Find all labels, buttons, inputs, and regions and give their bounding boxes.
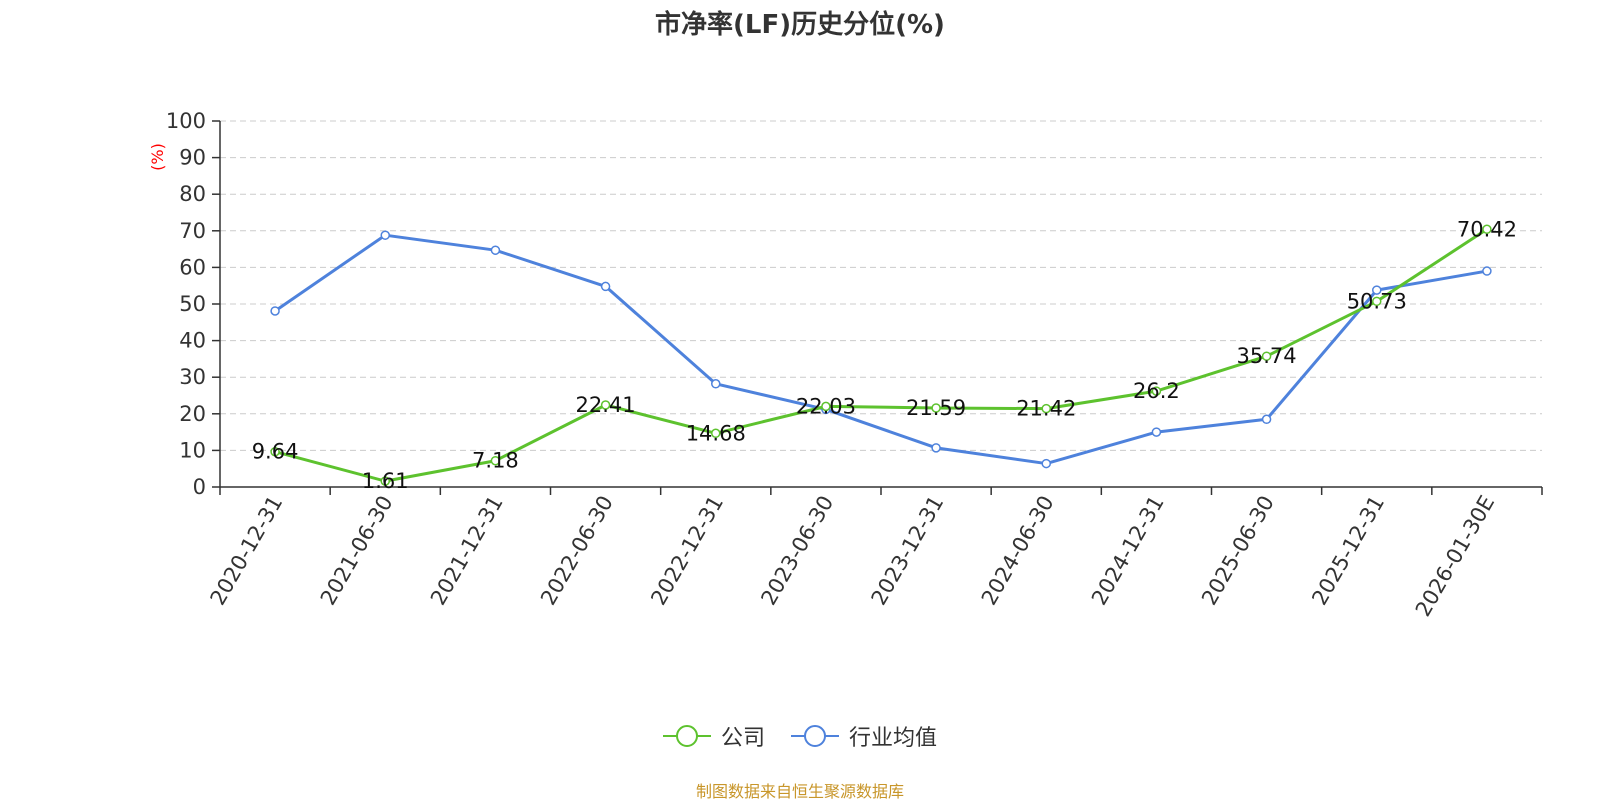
y-tick-label: 40 <box>179 329 206 353</box>
data-point-industry[interactable] <box>711 379 721 389</box>
data-label-company: 35.74 <box>1237 344 1297 368</box>
data-label-company: 14.68 <box>686 421 746 445</box>
data-label-company: 26.2 <box>1133 379 1180 403</box>
x-tick-label: 2024-12-31 <box>1087 492 1169 610</box>
data-label-company: 7.18 <box>472 449 519 473</box>
source-note: 制图数据来自恒生聚源数据库 <box>695 782 904 801</box>
x-tick-label: 2025-06-30 <box>1197 492 1279 610</box>
data-point-industry[interactable] <box>270 306 280 316</box>
x-tick-label: 2022-12-31 <box>646 492 728 610</box>
series-line-industry <box>274 233 1488 466</box>
x-tick-label: 2020-12-31 <box>206 492 288 610</box>
data-point-company[interactable] <box>931 403 941 413</box>
legend-item-company[interactable]: 公司 <box>662 720 765 752</box>
data-label-company: 22.03 <box>796 394 856 418</box>
y-tick-label: 100 <box>166 109 206 133</box>
legend: 公司 行业均值 <box>0 720 1600 752</box>
legend-industry-marker-icon <box>791 725 839 747</box>
y-tick-label: 70 <box>179 219 206 243</box>
y-tick-label: 10 <box>179 438 206 462</box>
data-point-industry[interactable] <box>600 281 611 292</box>
x-tick-label: 2023-12-31 <box>867 492 949 610</box>
series-line-company <box>274 228 1488 483</box>
y-tick-label: 20 <box>179 402 206 426</box>
data-point-company[interactable] <box>1372 296 1382 307</box>
x-tick-label: 2023-06-30 <box>756 492 838 610</box>
data-point-industry[interactable] <box>490 245 501 255</box>
data-label-company: 70.42 <box>1457 217 1517 241</box>
y-tick-label: 80 <box>179 182 206 206</box>
y-tick-label: 30 <box>179 365 206 389</box>
y-tick-label: 90 <box>179 146 206 170</box>
data-point-industry[interactable] <box>1151 427 1162 437</box>
y-axis-label: (%) <box>148 143 167 171</box>
y-tick-label: 60 <box>179 255 206 279</box>
data-point-company[interactable] <box>1151 386 1162 396</box>
data-point-industry[interactable] <box>1372 285 1382 295</box>
data-label-company: 21.59 <box>906 396 966 420</box>
data-point-industry[interactable] <box>1261 414 1272 425</box>
data-point-company[interactable] <box>380 476 390 486</box>
x-tick-label: 2025-12-31 <box>1307 492 1389 610</box>
legend-label-industry: 行业均值 <box>849 726 938 751</box>
legend-label-company: 公司 <box>720 726 765 751</box>
data-point-company[interactable] <box>1261 351 1272 361</box>
data-point-company[interactable] <box>490 455 501 466</box>
data-point-company[interactable] <box>821 401 831 412</box>
x-tick-label: 2021-12-31 <box>426 492 508 610</box>
legend-company-marker-icon <box>662 725 711 747</box>
data-point-company[interactable] <box>711 428 721 439</box>
data-point-company[interactable] <box>270 446 280 457</box>
x-tick-label: 2024-06-30 <box>977 492 1059 610</box>
data-label-company: 22.41 <box>576 393 636 417</box>
data-label-company: 1.61 <box>362 469 409 493</box>
x-tick-label: 2026-01-30E <box>1411 492 1499 621</box>
x-tick-label: 2021-06-30 <box>316 492 398 610</box>
data-point-company[interactable] <box>1482 224 1492 235</box>
data-point-company[interactable] <box>600 400 611 410</box>
data-point-industry[interactable] <box>1482 266 1492 276</box>
data-label-company: 9.64 <box>252 440 299 464</box>
data-label-company: 21.42 <box>1016 397 1076 421</box>
data-point-company[interactable] <box>1041 403 1051 414</box>
data-point-industry[interactable] <box>380 230 390 240</box>
chart-title: 市净率(LF)历史分位(%) <box>655 10 945 40</box>
data-point-industry[interactable] <box>931 443 941 453</box>
legend-item-industry[interactable]: 行业均值 <box>791 720 937 752</box>
data-label-company: 50.73 <box>1347 289 1407 313</box>
y-tick-label: 0 <box>193 475 206 499</box>
y-tick-label: 50 <box>179 292 206 316</box>
data-point-industry[interactable] <box>1041 458 1051 469</box>
x-tick-label: 2022-06-30 <box>536 492 618 610</box>
